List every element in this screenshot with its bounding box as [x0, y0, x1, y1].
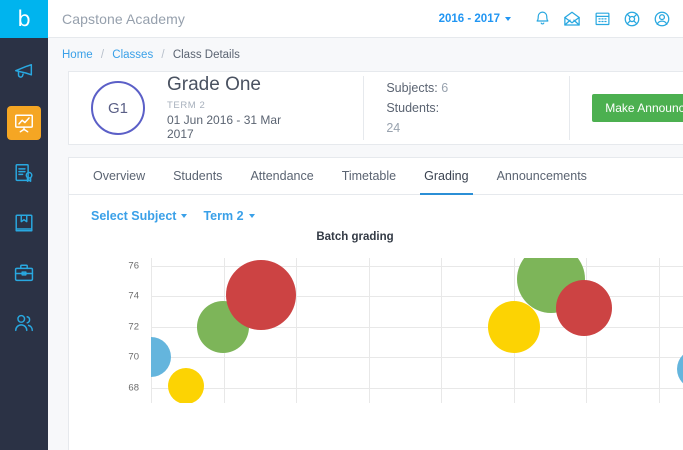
page-content: Home / Classes / Class Details G1 Grade … [48, 38, 683, 450]
briefcase-icon [7, 256, 41, 290]
tab-grading[interactable]: Grading [410, 158, 482, 195]
sidebar-item-announcements[interactable] [0, 50, 48, 96]
presentation-board-icon [7, 106, 41, 140]
breadcrumb-classes[interactable]: Classes [112, 49, 154, 61]
tab-timetable[interactable]: Timetable [341, 169, 397, 183]
sidebar-item-resources[interactable] [0, 250, 48, 296]
students-value: 24 [386, 121, 401, 135]
class-dates: 01 Jun 2016 - 31 Mar 2017 [167, 112, 282, 141]
chart-gridline-h [151, 387, 683, 389]
sidebar-item-people[interactable] [0, 300, 48, 346]
breadcrumb-separator: / [100, 49, 105, 61]
header-actions: 2016 - 2017 [439, 4, 683, 34]
language-button[interactable] [617, 4, 647, 34]
chart-y-tick-label: 72 [128, 321, 139, 333]
chart-gridline-v [441, 258, 442, 403]
globe-icon [623, 10, 641, 28]
make-announcement-button[interactable]: Make Announcement [592, 94, 683, 122]
sidebar-item-classes[interactable] [0, 100, 48, 146]
subjects-value: 6 [441, 81, 449, 95]
class-name: Grade One [167, 74, 261, 96]
sidebar: b [0, 0, 48, 450]
class-avatar: G1 [91, 81, 145, 135]
chart-bubble[interactable] [225, 259, 296, 330]
class-term: TERM 2 [167, 99, 206, 111]
chart-y-tick-label: 76 [128, 260, 139, 272]
chart-bubble[interactable] [487, 300, 540, 353]
sidebar-item-assignments[interactable] [0, 150, 48, 196]
chevron-down-icon [181, 214, 188, 218]
chart-bubble[interactable] [676, 349, 683, 390]
chevron-down-icon [505, 16, 511, 21]
students-stat: Students: 24 [386, 98, 454, 138]
chart-plot-area: 76 74 72 70 68 [128, 258, 683, 403]
chart-gridline-h [151, 265, 683, 267]
bell-icon [534, 10, 551, 27]
brand-title: Capstone Academy [62, 10, 186, 27]
tab-bar: Overview Students Attendance Timetable G… [69, 158, 683, 195]
notifications-button[interactable] [527, 4, 557, 34]
megaphone-icon [7, 56, 41, 90]
class-stats: Subjects: 6 Students: 24 [386, 78, 454, 138]
filter-bar: Select Subject Term 2 [69, 195, 683, 223]
select-subject-label: Select Subject [91, 209, 177, 223]
chart-gridline-v [296, 258, 297, 403]
people-icon [7, 306, 41, 340]
chart-gridline-h [151, 326, 683, 328]
tabs-panel: Overview Students Attendance Timetable G… [68, 157, 683, 450]
breadcrumb-current: Class Details [172, 49, 240, 61]
tab-announcements[interactable]: Announcements [496, 169, 587, 183]
tab-students[interactable]: Students [173, 169, 223, 183]
class-info: Grade One TERM 2 01 Jun 2016 - 31 Mar 20… [167, 74, 306, 141]
divider [363, 76, 365, 140]
chart-gridline-h [151, 296, 683, 298]
chart-gridline-v [658, 258, 660, 403]
academic-year-dropdown[interactable]: 2016 - 2017 [439, 13, 511, 25]
class-avatar-initials: G1 [107, 99, 128, 117]
top-header: Capstone Academy 2016 - 2017 [48, 0, 683, 38]
chart-title: Batch grading [316, 231, 394, 243]
subjects-stat: Subjects: 6 [386, 78, 454, 98]
class-summary-card: G1 Grade One TERM 2 01 Jun 2016 - 31 Mar… [68, 71, 683, 145]
students-label: Students: [386, 101, 440, 115]
term-dropdown[interactable]: Term 2 [203, 209, 255, 223]
calendar-icon [594, 10, 611, 27]
calendar-button[interactable] [587, 4, 617, 34]
chart-bubble[interactable] [555, 280, 612, 337]
avatar-icon [653, 10, 671, 28]
envelope-icon [563, 10, 581, 28]
chart-gridline-v [368, 258, 370, 403]
batch-grading-chart: Batch grading 76 74 72 70 68 [69, 231, 683, 411]
chevron-down-icon [248, 214, 255, 218]
academic-year-label: 2016 - 2017 [438, 12, 500, 25]
tab-overview[interactable]: Overview [93, 169, 146, 183]
document-icon [7, 156, 41, 190]
messages-button[interactable] [557, 4, 587, 34]
class-summary-row: G1 Grade One TERM 2 01 Jun 2016 - 31 Mar… [69, 72, 683, 144]
chart-gridline-v [151, 258, 152, 403]
chart-y-tick-label: 68 [128, 382, 139, 394]
chart-points-layer [151, 258, 683, 403]
chart-gridline-h [151, 357, 683, 359]
breadcrumb: Home / Classes / Class Details [48, 38, 683, 61]
chart-y-tick-label: 74 [128, 290, 139, 302]
tab-attendance[interactable]: Attendance [250, 169, 314, 183]
app-logo[interactable]: b [0, 0, 48, 38]
profile-button[interactable] [647, 4, 677, 34]
breadcrumb-separator: / [161, 49, 165, 61]
breadcrumb-home[interactable]: Home [62, 49, 93, 61]
chart-y-tick-label: 70 [128, 351, 139, 363]
book-icon [7, 206, 41, 240]
term-label: Term 2 [203, 209, 244, 223]
select-subject-dropdown[interactable]: Select Subject [91, 209, 188, 223]
divider [569, 76, 571, 140]
logo-glyph: b [17, 6, 31, 31]
chart-bubble[interactable] [167, 368, 204, 403]
subjects-label: Subjects: [386, 81, 438, 95]
sidebar-item-library[interactable] [0, 200, 48, 246]
sidebar-items [0, 38, 48, 346]
chart-bubble[interactable] [151, 337, 171, 378]
